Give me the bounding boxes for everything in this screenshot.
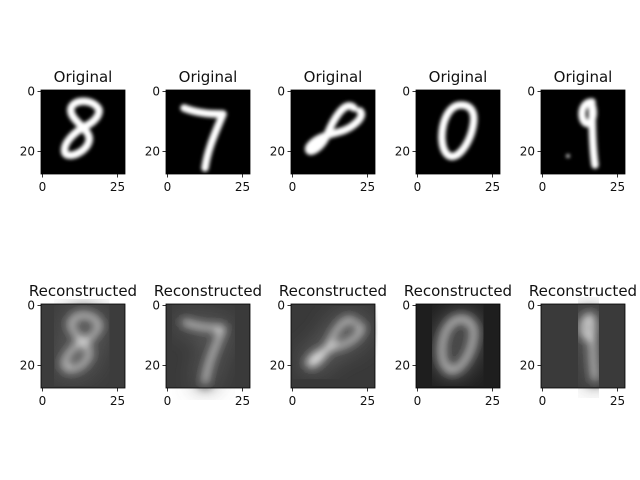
x-tick-label: 25 <box>110 180 125 194</box>
x-tick-label: 0 <box>414 180 422 194</box>
panel-title: Reconstructed <box>279 282 387 300</box>
y-tick-label: 20 <box>395 145 410 159</box>
y-tick-label: 0 <box>27 85 35 99</box>
x-tick-label: 25 <box>110 394 125 408</box>
y-tick-label: 0 <box>277 85 285 99</box>
digit-7 <box>180 318 227 386</box>
axes-frame <box>165 303 251 389</box>
digit-9 <box>566 98 599 169</box>
x-tick-label: 25 <box>235 394 250 408</box>
panel-title: Reconstructed <box>404 282 512 300</box>
x-tick-label: 0 <box>289 394 297 408</box>
y-tick-label: 20 <box>270 145 285 159</box>
axes-frame <box>40 89 126 175</box>
y-tick-label: 0 <box>527 85 535 99</box>
panel-title: Original <box>179 68 238 86</box>
y-tick-label: 20 <box>520 359 535 373</box>
x-tick-label: 0 <box>539 394 547 408</box>
x-tick-label: 25 <box>360 180 375 194</box>
original-panel-2: Original 0 20 0 25 <box>145 68 251 194</box>
axes-frame <box>540 89 626 175</box>
digit-8 <box>304 102 366 155</box>
x-tick-label: 0 <box>39 394 47 408</box>
y-tick-label: 20 <box>520 145 535 159</box>
panel-title: Original <box>554 68 613 86</box>
y-tick-label: 20 <box>20 145 35 159</box>
y-tick-label: 20 <box>145 145 160 159</box>
x-tick-label: 25 <box>610 394 625 408</box>
panel-title: Reconstructed <box>529 282 637 300</box>
y-tick-label: 20 <box>20 359 35 373</box>
y-tick-label: 0 <box>152 299 160 313</box>
digit-8 <box>61 311 103 373</box>
digit-0 <box>438 101 478 161</box>
original-panel-3: Original 0 20 0 25 <box>270 68 376 194</box>
y-tick-label: 0 <box>27 299 35 313</box>
panel-title: Original <box>54 68 113 86</box>
axes-frame <box>290 89 376 175</box>
y-tick-label: 0 <box>277 299 285 313</box>
y-tick-label: 0 <box>402 85 410 99</box>
x-tick-label: 0 <box>164 180 172 194</box>
x-tick-label: 25 <box>485 394 500 408</box>
digit-0 <box>438 315 478 374</box>
y-tick-label: 0 <box>152 85 160 99</box>
y-tick-label: 20 <box>145 359 160 373</box>
x-tick-label: 25 <box>235 180 250 194</box>
x-tick-label: 0 <box>39 180 47 194</box>
x-tick-label: 0 <box>289 180 297 194</box>
original-panel-5: Original 0 20 0 25 <box>520 68 626 194</box>
panel-title: Reconstructed <box>154 282 262 300</box>
stray-pixel <box>566 154 570 158</box>
axes-frame <box>165 89 251 175</box>
panel-title: Original <box>429 68 488 86</box>
x-tick-label: 0 <box>539 180 547 194</box>
y-tick-label: 20 <box>395 359 410 373</box>
y-tick-label: 20 <box>270 359 285 373</box>
axes-frame <box>290 303 376 389</box>
axes-frame <box>415 89 501 175</box>
digit-7 <box>180 104 227 172</box>
axes-frame <box>40 303 126 389</box>
x-tick-label: 0 <box>164 394 172 408</box>
digit-9 <box>578 312 599 383</box>
x-tick-label: 25 <box>485 180 500 194</box>
axes-frame <box>540 303 626 389</box>
panel-title: Original <box>304 68 363 86</box>
original-panel-4: Original 0 20 0 25 <box>395 68 501 194</box>
y-tick-label: 0 <box>527 299 535 313</box>
original-panel-1: Original 0 20 0 25 <box>20 68 126 194</box>
x-tick-label: 0 <box>414 394 422 408</box>
x-tick-label: 25 <box>360 394 375 408</box>
x-tick-label: 25 <box>610 180 625 194</box>
digit-8 <box>305 316 365 369</box>
digit-8 <box>60 97 103 160</box>
panel-title: Reconstructed <box>29 282 137 300</box>
y-tick-label: 0 <box>402 299 410 313</box>
axes-frame <box>415 303 501 389</box>
